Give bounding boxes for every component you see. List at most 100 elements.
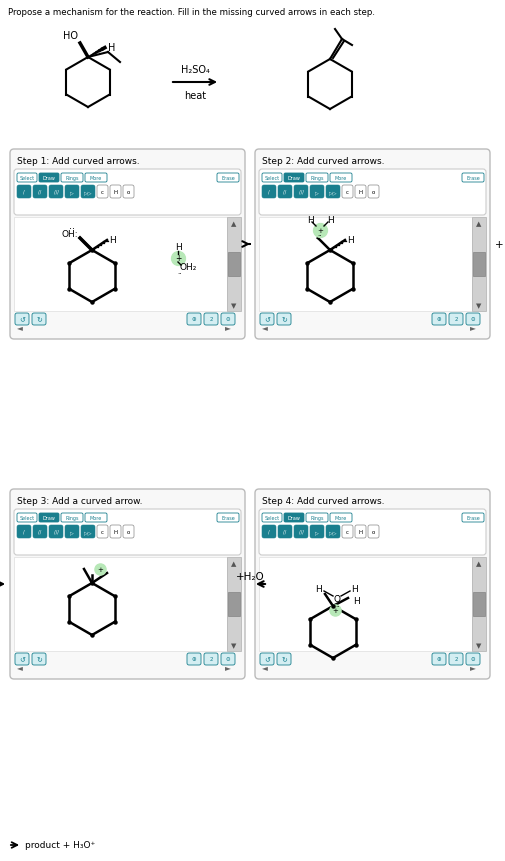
FancyBboxPatch shape [260, 653, 274, 666]
FancyBboxPatch shape [110, 186, 121, 199]
FancyBboxPatch shape [15, 313, 29, 325]
FancyBboxPatch shape [81, 525, 95, 538]
FancyBboxPatch shape [259, 170, 486, 216]
Text: Step 3: Add a curved arrow.: Step 3: Add a curved arrow. [17, 497, 142, 505]
Text: More: More [335, 176, 347, 181]
Text: ///: /// [54, 189, 59, 195]
Bar [472, 557, 486, 651]
Text: o: o [127, 530, 130, 535]
Text: ◄: ◄ [17, 663, 23, 672]
Text: o: o [127, 189, 130, 195]
Text: c: c [101, 189, 104, 195]
Bar [473, 592, 485, 616]
FancyBboxPatch shape [294, 186, 308, 199]
Text: ///: /// [54, 530, 59, 535]
Bar [228, 253, 240, 276]
FancyBboxPatch shape [123, 186, 134, 199]
Text: ▲: ▲ [476, 220, 482, 226]
Text: //: // [38, 530, 41, 535]
Text: //: // [38, 189, 41, 195]
Text: /: / [23, 189, 25, 195]
FancyBboxPatch shape [449, 313, 463, 325]
Bar [259, 218, 472, 312]
FancyBboxPatch shape [33, 525, 47, 538]
FancyBboxPatch shape [221, 653, 235, 666]
Text: ⊖: ⊖ [471, 657, 475, 662]
FancyBboxPatch shape [355, 525, 366, 538]
Text: ⊕: ⊕ [192, 317, 196, 322]
Text: //: // [283, 189, 287, 195]
Text: H: H [175, 243, 181, 252]
Text: ↺: ↺ [264, 656, 270, 662]
Text: ↺: ↺ [264, 317, 270, 323]
FancyBboxPatch shape [462, 513, 484, 523]
FancyBboxPatch shape [61, 513, 83, 523]
FancyBboxPatch shape [355, 186, 366, 199]
Text: c: c [101, 530, 104, 535]
Text: ..: .. [335, 591, 339, 597]
Text: H: H [359, 189, 363, 195]
Text: +: + [175, 254, 181, 263]
Bar [259, 557, 472, 651]
Text: ↻: ↻ [36, 317, 42, 323]
Text: Select: Select [265, 516, 280, 520]
Text: OH:: OH: [62, 230, 78, 239]
Text: c: c [346, 530, 349, 535]
FancyBboxPatch shape [284, 513, 304, 523]
Text: Erase: Erase [221, 176, 235, 181]
FancyBboxPatch shape [294, 525, 308, 538]
Text: H: H [347, 236, 353, 245]
Text: ↺: ↺ [19, 317, 25, 323]
Text: ▷▷: ▷▷ [329, 530, 337, 535]
Text: ◄: ◄ [262, 663, 268, 672]
FancyBboxPatch shape [187, 653, 201, 666]
FancyBboxPatch shape [259, 510, 486, 555]
FancyBboxPatch shape [262, 525, 276, 538]
Text: ..: .. [177, 269, 181, 275]
Text: H₂SO₄: H₂SO₄ [181, 65, 210, 75]
Text: HO: HO [63, 31, 78, 41]
FancyBboxPatch shape [260, 313, 274, 325]
Text: +: + [317, 228, 323, 233]
Text: ⊖: ⊖ [226, 657, 230, 662]
Text: + H₂: + H₂ [495, 239, 505, 250]
FancyBboxPatch shape [306, 513, 328, 523]
Text: Draw: Draw [42, 176, 56, 181]
FancyBboxPatch shape [39, 174, 59, 183]
FancyBboxPatch shape [97, 186, 108, 199]
FancyBboxPatch shape [10, 489, 245, 679]
FancyBboxPatch shape [217, 513, 239, 523]
FancyBboxPatch shape [277, 653, 291, 666]
Text: More: More [90, 176, 102, 181]
Text: ▲: ▲ [476, 561, 482, 567]
Text: /: / [268, 530, 270, 535]
Text: ▷▷: ▷▷ [84, 189, 92, 195]
Text: ▷: ▷ [315, 530, 319, 535]
Text: ▼: ▼ [231, 303, 237, 308]
FancyBboxPatch shape [81, 186, 95, 199]
FancyBboxPatch shape [97, 525, 108, 538]
Text: ▷: ▷ [315, 189, 319, 195]
FancyBboxPatch shape [432, 653, 446, 666]
Text: ▲: ▲ [231, 220, 237, 226]
Text: ⊖: ⊖ [226, 317, 230, 322]
FancyBboxPatch shape [65, 525, 79, 538]
Text: Step 1: Add curved arrows.: Step 1: Add curved arrows. [17, 157, 139, 166]
Text: o: o [372, 189, 375, 195]
Text: ▼: ▼ [231, 642, 237, 648]
Text: heat: heat [184, 91, 206, 101]
FancyBboxPatch shape [204, 653, 218, 666]
Text: Propose a mechanism for the reaction. Fill in the missing curved arrows in each : Propose a mechanism for the reaction. Fi… [8, 8, 375, 17]
Text: ///: /// [298, 189, 304, 195]
FancyBboxPatch shape [49, 525, 63, 538]
Text: H: H [114, 189, 118, 195]
FancyBboxPatch shape [449, 653, 463, 666]
Text: Erase: Erase [466, 516, 480, 520]
Text: H: H [353, 597, 360, 606]
FancyBboxPatch shape [255, 489, 490, 679]
Bar [14, 218, 227, 312]
Text: Rings: Rings [65, 516, 79, 520]
Text: Step 4: Add curved arrows.: Step 4: Add curved arrows. [262, 497, 384, 505]
Bar [14, 557, 227, 651]
FancyBboxPatch shape [32, 313, 46, 325]
